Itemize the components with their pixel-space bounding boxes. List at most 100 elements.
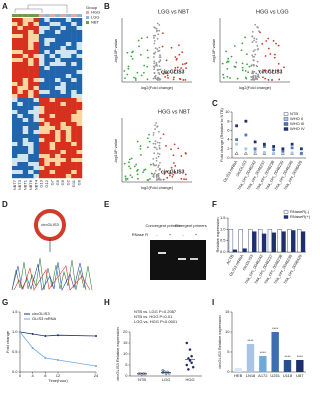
volcano-dot	[147, 56, 150, 59]
heat-cell	[44, 62, 50, 67]
heat-cell	[38, 170, 45, 175]
group-bar	[65, 14, 72, 17]
heat-cell	[17, 118, 23, 123]
heat-cell	[28, 118, 34, 123]
plot-title: LGG vs NBT	[158, 9, 190, 15]
volcano-dot	[124, 177, 127, 180]
heat-cell	[65, 58, 72, 63]
heat-cell	[76, 66, 83, 71]
volcano-dot	[173, 162, 175, 164]
volcano-dot	[252, 70, 255, 73]
heat-cell	[60, 38, 67, 43]
bar	[228, 229, 234, 253]
heat-cell	[12, 134, 18, 139]
heat-cell	[38, 146, 45, 151]
heat-cell	[33, 22, 40, 27]
legend-swatch	[283, 210, 289, 214]
heat-cell	[33, 102, 40, 107]
heat-cell	[71, 86, 77, 91]
volcano-dot	[139, 145, 142, 147]
heat-cell	[49, 170, 56, 175]
heat-cell	[22, 82, 29, 87]
heat-cell	[33, 90, 40, 95]
bar	[281, 231, 286, 253]
bar	[287, 229, 292, 253]
heat-cell	[17, 150, 23, 155]
heat-cell	[44, 134, 50, 139]
chromatogram	[11, 261, 87, 291]
heat-cell	[28, 150, 34, 155]
plot-title: HGG vs NBT	[158, 109, 191, 115]
heat-cell	[76, 102, 83, 107]
y-axis-label: -log10P value	[113, 138, 118, 163]
heat-cell	[71, 174, 77, 179]
heat-cell	[65, 54, 72, 59]
heat-cell	[76, 38, 83, 43]
volcano-dot	[130, 55, 133, 58]
heat-cell	[17, 154, 23, 159]
heat-cell	[71, 94, 77, 99]
volcano-dot	[158, 144, 161, 147]
primer-group: Divergent primers	[175, 223, 207, 228]
volcano-dot	[142, 171, 145, 174]
group-bar	[12, 14, 18, 17]
heat-cell	[71, 66, 77, 71]
heat-cell	[65, 82, 72, 87]
volcano-dot	[156, 152, 159, 155]
heat-cell	[17, 98, 23, 103]
volcano-dot	[161, 32, 164, 35]
point	[253, 140, 257, 144]
volcano-dot	[252, 75, 255, 77]
heat-cell	[38, 22, 45, 27]
panel-letter: C	[212, 99, 218, 108]
heat-cell	[60, 150, 67, 155]
dendrogram	[27, 4, 68, 13]
heat-cell	[49, 134, 56, 139]
volcano-dot	[283, 66, 285, 69]
volcano-dot	[157, 130, 160, 133]
heat-cell	[22, 158, 29, 163]
volcano-dot	[244, 36, 246, 39]
heat-cell	[76, 74, 83, 79]
volcano-dot	[153, 146, 156, 149]
volcano-dot	[152, 176, 155, 178]
heat-cell	[28, 130, 34, 135]
heat-cell	[55, 82, 61, 87]
heat-cell	[76, 58, 83, 63]
volcano-dot	[173, 143, 176, 146]
heat-cell	[33, 106, 40, 111]
heat-cell	[17, 58, 23, 63]
y-tick-label: 10	[225, 109, 230, 114]
heat-cell	[49, 110, 56, 115]
volcano-dot	[182, 79, 185, 81]
heat-cell	[17, 134, 23, 139]
point	[253, 151, 257, 155]
heat-cell	[49, 54, 56, 59]
heat-cell	[60, 90, 67, 95]
highlight-label: circGLIS3	[161, 169, 185, 175]
volcano-dot	[174, 165, 177, 167]
point	[95, 365, 97, 367]
heat-cell	[44, 142, 50, 147]
group-bar	[22, 14, 29, 17]
heat-cell	[55, 58, 61, 63]
heat-cell	[76, 138, 83, 143]
volcano-dot	[245, 53, 248, 56]
heat-cell	[12, 18, 18, 23]
volcano-dot	[233, 45, 236, 47]
heat-cell	[33, 78, 40, 83]
volcano-dot	[152, 133, 155, 136]
heat-cell	[17, 70, 23, 75]
heat-cell	[55, 106, 61, 111]
heat-cell	[65, 38, 72, 43]
y-axis-label: -log10P value	[113, 38, 118, 63]
heat-cell	[28, 106, 34, 111]
heat-cell	[65, 138, 72, 143]
volcano-dot	[272, 69, 275, 72]
heat-cell	[33, 118, 40, 123]
sample-label: NBT3	[17, 179, 22, 190]
heat-cell	[44, 66, 50, 71]
heat-cell	[60, 78, 67, 83]
heat-cell	[44, 22, 50, 27]
y-tick-label: 10	[225, 329, 230, 334]
